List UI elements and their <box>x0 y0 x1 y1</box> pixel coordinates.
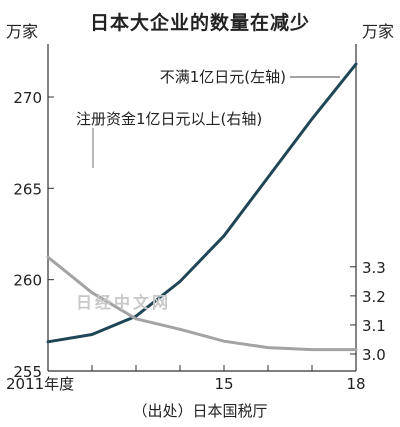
right-axis-unit: 万家 <box>361 22 394 41</box>
x-tick-label: 2011年度 <box>6 375 74 393</box>
left-axis-unit: 万家 <box>6 22 39 41</box>
left-tick-label: 265 <box>13 180 42 198</box>
watermark: 日经中文网 <box>76 293 172 312</box>
right-tick-label: 3.2 <box>362 288 386 306</box>
series-label-2: 注册资金1亿日元以上(右轴) <box>76 110 262 128</box>
right-tick-label: 3.3 <box>362 259 386 277</box>
series-labels: 不满1亿日元(左轴) 注册资金1亿日元以上(右轴) <box>76 68 340 168</box>
right-tick-label: 3.1 <box>362 317 386 335</box>
ticks: 255 260 265 270 3.0 3.1 3.2 3.3 2011年度 15 18 <box>6 89 386 393</box>
left-tick-label: 260 <box>13 272 42 290</box>
series-label-1: 不满1亿日元(左轴) <box>160 68 286 86</box>
series-line-1 <box>46 62 358 344</box>
left-tick-label: 270 <box>13 89 42 107</box>
x-tick-label: 15 <box>214 375 233 393</box>
chart-title: 日本大企业的数量在减少 <box>89 12 310 34</box>
series <box>46 62 358 352</box>
series-line-2 <box>46 255 358 352</box>
source-note: （出处）日本国税厅 <box>132 402 268 420</box>
axes <box>47 44 357 372</box>
right-tick-label: 3.0 <box>362 346 386 364</box>
left-tick-label: 255 <box>13 363 42 381</box>
x-tick-label: 18 <box>346 375 365 393</box>
